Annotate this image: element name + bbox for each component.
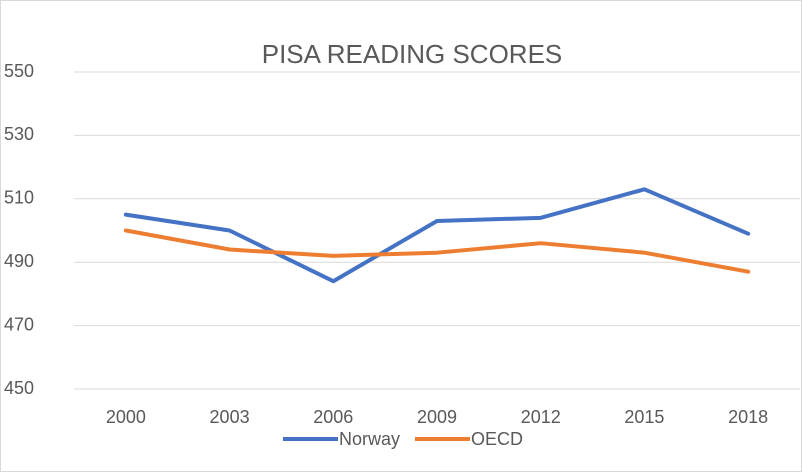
x-tick-label: 2018 bbox=[728, 407, 768, 427]
x-tick-label: 2006 bbox=[313, 407, 353, 427]
x-tick-label: 2009 bbox=[417, 407, 457, 427]
y-tick-label: 490 bbox=[4, 251, 34, 271]
x-tick-label: 2015 bbox=[624, 407, 664, 427]
y-tick-label: 510 bbox=[4, 188, 34, 208]
line bbox=[123, 228, 751, 274]
x-tick-label: 2012 bbox=[521, 407, 561, 427]
chart-title: PISA READING SCORES bbox=[262, 39, 563, 69]
line bbox=[123, 187, 751, 284]
y-tick-label: 550 bbox=[4, 61, 34, 81]
y-tick-label: 450 bbox=[4, 378, 34, 398]
x-tick-label: 2000 bbox=[106, 407, 146, 427]
x-tick-label: 2003 bbox=[210, 407, 250, 427]
y-tick-label: 470 bbox=[4, 314, 34, 334]
legend-label: Norway bbox=[339, 429, 400, 449]
legend-label: OECD bbox=[471, 429, 523, 449]
y-tick-label: 530 bbox=[4, 124, 34, 144]
